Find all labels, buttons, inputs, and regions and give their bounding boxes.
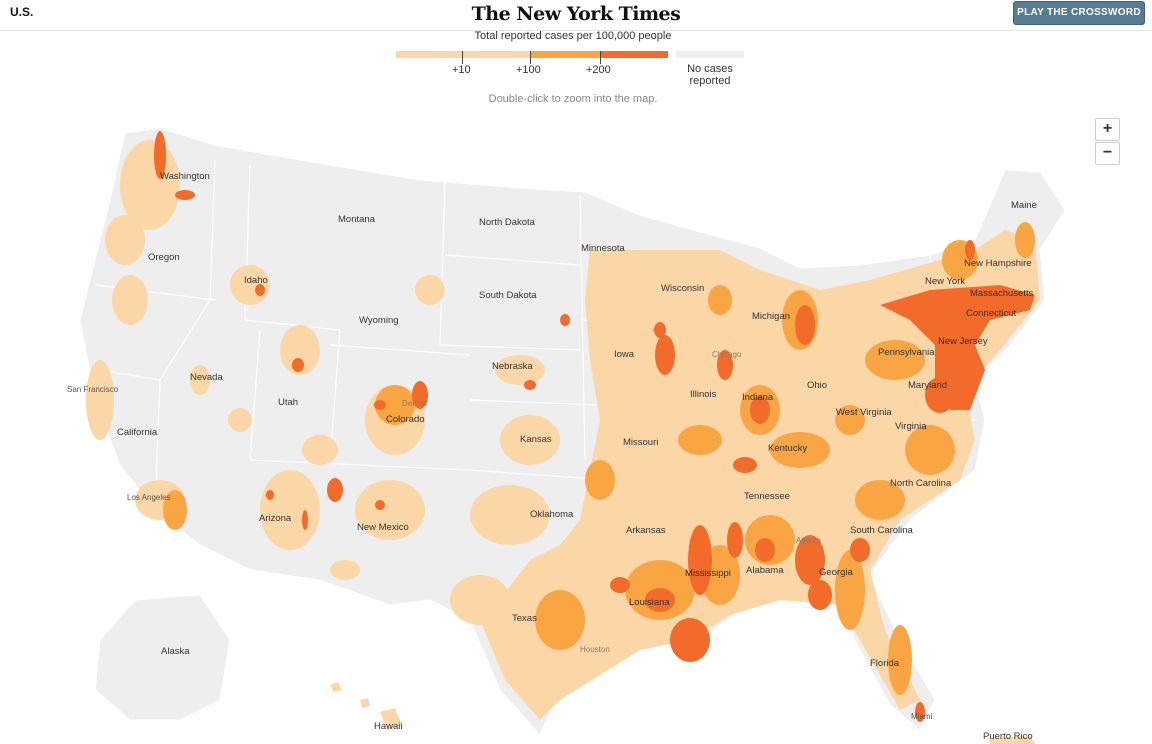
- state-label: Pennsylvania: [878, 347, 935, 358]
- state-label: Georgia: [819, 567, 854, 578]
- state-label: Montana: [338, 214, 376, 225]
- state-label: New York: [925, 276, 965, 287]
- city-label: Atlanta: [796, 536, 821, 545]
- legend-tick: [600, 51, 601, 64]
- legend-tick: [462, 51, 463, 64]
- legend-swatch-low: [396, 51, 530, 58]
- state-labels: Washington Oregon California Idaho Monta…: [117, 171, 1037, 742]
- hawaii-shape: [330, 682, 402, 730]
- state-label: Virginia: [895, 421, 927, 432]
- city-label: Miami: [911, 712, 933, 721]
- state-label: Kentucky: [768, 443, 807, 454]
- top-bar: U.S. The New York Times PLAY THE CROSSWO…: [0, 0, 1152, 31]
- legend-tick-label: +10: [452, 64, 471, 76]
- state-label: Florida: [870, 658, 900, 669]
- city-label: Houston: [580, 645, 610, 654]
- state-label: Arkansas: [626, 525, 666, 536]
- state-label: South Carolina: [850, 525, 914, 536]
- legend: +10 +100 +200 No cases reported: [396, 51, 746, 101]
- city-label: Los Angeles: [127, 493, 171, 502]
- state-label: Puerto Rico: [983, 731, 1033, 742]
- puerto-rico-shape: [988, 736, 1035, 744]
- state-label: Minnesota: [581, 243, 626, 254]
- state-label: Wisconsin: [661, 283, 704, 294]
- legend-tick-label: +200: [586, 64, 611, 76]
- state-label: West Virginia: [836, 407, 892, 418]
- legend-swatch-mid: [530, 51, 600, 58]
- state-label: Connecticut: [966, 308, 1017, 319]
- legend-tick-label: +100: [516, 64, 541, 76]
- state-label: New Mexico: [357, 522, 409, 533]
- nyt-logo[interactable]: The New York Times: [471, 3, 681, 25]
- state-label: California: [117, 427, 158, 438]
- state-label: Alaska: [161, 646, 190, 657]
- choropleth-mid: [163, 222, 1035, 695]
- zoom-in-button[interactable]: +: [1095, 118, 1120, 141]
- legend-swatch-no-data: [676, 51, 744, 58]
- state-label: Nebraska: [492, 361, 533, 372]
- city-label: Denver: [402, 399, 428, 408]
- state-label: Maine: [1011, 200, 1037, 211]
- city-label: Chicago: [712, 350, 742, 359]
- state-label: Ohio: [807, 380, 827, 391]
- state-label: Mississippi: [685, 568, 731, 579]
- state-label: New Jersey: [938, 336, 988, 347]
- section-label[interactable]: U.S.: [10, 5, 34, 19]
- state-label: Oregon: [148, 252, 180, 263]
- legend-title: Total reported cases per 100,000 people: [474, 30, 672, 42]
- state-label: Hawaii: [374, 721, 403, 732]
- state-label: Kansas: [520, 434, 552, 445]
- city-labels: San Francisco Los Angeles Denver Chicago…: [67, 350, 933, 721]
- state-label: Indiana: [742, 392, 774, 403]
- state-label: Illinois: [690, 389, 717, 400]
- state-label: Tennessee: [744, 491, 790, 502]
- state-label: Michigan: [752, 311, 790, 322]
- state-label: Texas: [512, 613, 537, 624]
- state-label: Iowa: [614, 349, 635, 360]
- state-label: Arizona: [259, 513, 292, 524]
- state-label: Massachusetts: [970, 288, 1034, 299]
- state-label: Maryland: [908, 380, 947, 391]
- play-crossword-button[interactable]: PLAY THE CROSSWORD: [1013, 1, 1145, 25]
- state-label: New Hampshire: [964, 258, 1032, 269]
- state-label: Oklahoma: [530, 509, 574, 520]
- legend-tick: [530, 51, 531, 64]
- state-label: Idaho: [244, 275, 268, 286]
- state-label: North Dakota: [479, 217, 536, 228]
- zoom-hint: Double-click to zoom into the map.: [488, 93, 658, 105]
- city-label: San Francisco: [67, 385, 119, 394]
- state-label: Colorado: [386, 414, 425, 425]
- choropleth-high: [154, 131, 1035, 722]
- legend-no-data-label: No cases reported: [687, 63, 733, 87]
- state-label: Louisiana: [629, 597, 670, 608]
- state-label: Missouri: [623, 437, 658, 448]
- state-label: Alabama: [746, 565, 784, 576]
- alaska-shape: [94, 594, 231, 721]
- state-label: Wyoming: [359, 315, 399, 326]
- legend-swatch-high: [600, 51, 668, 58]
- state-label: North Carolina: [890, 478, 952, 489]
- state-label: Washington: [160, 171, 210, 182]
- state-label: South Dakota: [479, 290, 537, 301]
- state-label: Utah: [278, 397, 298, 408]
- zoom-out-button[interactable]: −: [1095, 142, 1120, 165]
- state-label: Nevada: [190, 372, 223, 383]
